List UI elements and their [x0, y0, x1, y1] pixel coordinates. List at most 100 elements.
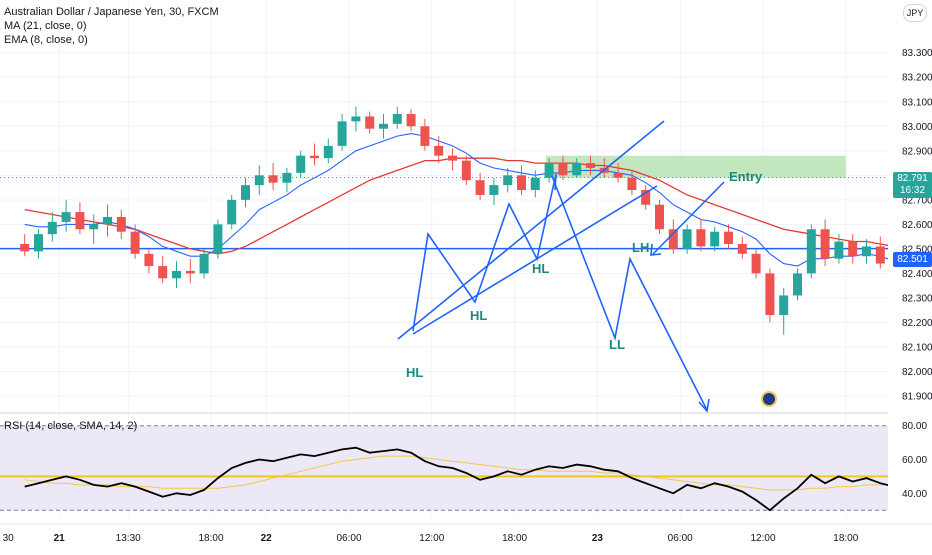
candle — [834, 234, 844, 264]
candle-body — [172, 270, 181, 279]
candle-body — [682, 229, 692, 249]
candle-body — [737, 243, 747, 254]
level-price-value: 82.501 — [897, 254, 928, 265]
time-axis-tick: 18:00 — [198, 533, 223, 544]
candle-body — [282, 172, 292, 183]
candle-body — [586, 163, 595, 168]
last-price-value: 82.791 — [897, 173, 928, 184]
candle-body — [337, 121, 347, 146]
candle — [779, 288, 789, 335]
candle — [530, 170, 540, 198]
candle-body — [475, 180, 485, 195]
level-price-tag[interactable]: 82.501 — [893, 252, 932, 267]
candle — [406, 109, 416, 132]
ema-legend[interactable]: EMA (8, close, 0) — [4, 34, 88, 46]
candle — [627, 170, 637, 195]
time-axis-bg — [0, 524, 932, 550]
candle-body — [806, 229, 816, 274]
price-axis-tick: 82.200 — [902, 318, 932, 329]
candle — [668, 219, 678, 254]
candle-body — [875, 246, 885, 264]
bar-countdown: 16:32 — [899, 185, 926, 196]
rsi-axis-tick: 60.00 — [902, 455, 927, 466]
time-axis-tick: 18:00 — [502, 533, 527, 544]
candle-body — [572, 163, 582, 176]
projection-arrowhead — [698, 398, 710, 413]
entry-arrowhead — [650, 243, 662, 256]
candle — [503, 167, 513, 193]
candle-body — [144, 253, 154, 267]
candle-body — [199, 253, 209, 274]
candle-body — [751, 253, 761, 274]
candle — [61, 199, 71, 232]
candle-body — [351, 116, 361, 122]
candle — [227, 194, 237, 230]
candle-body — [820, 229, 830, 259]
candle — [213, 219, 223, 259]
candle — [461, 155, 471, 186]
rsi-axis-tick: 80.00 — [902, 421, 927, 432]
price-axis-tick: 82.100 — [902, 342, 932, 353]
candle-body — [613, 172, 623, 178]
alert-clock-icon[interactable] — [761, 391, 777, 407]
ma-legend[interactable]: MA (21, close, 0) — [4, 20, 87, 32]
supply-zone — [546, 155, 846, 178]
price-axis-bg — [888, 0, 932, 550]
candle — [848, 234, 858, 264]
candle-body — [323, 145, 333, 159]
candle — [351, 106, 361, 132]
candle — [75, 202, 85, 235]
candle — [310, 143, 319, 166]
price-axis-tick: 82.000 — [902, 367, 932, 378]
candle-body — [434, 145, 444, 156]
candle — [434, 136, 444, 164]
price-axis-tick: 83.100 — [902, 97, 932, 108]
time-axis-tick: 12:00 — [750, 533, 775, 544]
annotation-label: HL — [470, 308, 487, 323]
candle-body — [724, 231, 733, 244]
candle — [323, 138, 333, 164]
currency-badge[interactable]: JPY — [903, 4, 927, 22]
candle-body — [517, 175, 526, 191]
candle-body — [793, 273, 802, 296]
annotation-label: HL — [406, 365, 423, 380]
candle — [875, 236, 885, 269]
rsi-legend[interactable]: RSI (14, close, SMA, 14, 2) — [4, 420, 138, 432]
time-axis-tick: 30 — [3, 533, 15, 544]
candle-body — [530, 177, 540, 191]
candle — [282, 167, 292, 193]
candle-body — [406, 114, 416, 127]
candle-body — [47, 221, 57, 235]
time-axis-tick: 06:00 — [336, 533, 361, 544]
entry-arrow-line — [652, 181, 725, 255]
candle-body — [448, 155, 457, 161]
candle-body — [20, 243, 30, 252]
candle — [820, 219, 830, 267]
candle — [737, 236, 747, 259]
candle — [613, 163, 623, 183]
time-axis-tick: 22 — [261, 533, 273, 544]
candle-body — [130, 231, 140, 254]
ma-21-line — [24, 157, 932, 255]
candle — [185, 258, 195, 284]
price-axis-tick: 83.300 — [902, 48, 932, 59]
candle-body — [241, 185, 250, 200]
candle-body — [268, 175, 278, 183]
candle — [20, 234, 30, 257]
candle — [241, 177, 250, 208]
candle — [144, 248, 154, 274]
rsi-pane — [0, 412, 932, 512]
candle-body — [116, 217, 126, 232]
candle — [682, 224, 692, 254]
candle — [337, 114, 347, 151]
candle-body — [627, 177, 637, 191]
candle — [296, 150, 306, 178]
candle — [448, 148, 457, 171]
symbol-title[interactable]: Australian Dollar / Japanese Yen, 30, FX… — [4, 6, 219, 18]
time-axis-tick: 23 — [592, 533, 604, 544]
candle-body — [89, 224, 99, 230]
annotation-label: Entry — [729, 169, 763, 184]
last-price-tag[interactable]: 82.791 16:32 — [893, 172, 932, 198]
